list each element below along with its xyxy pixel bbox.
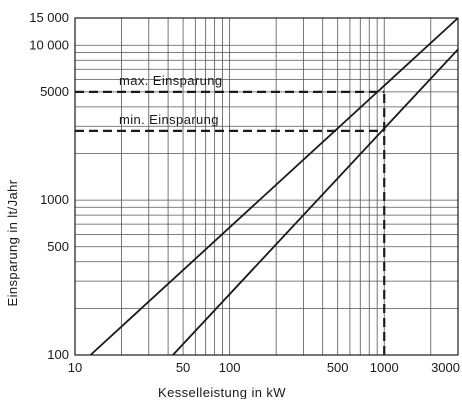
x-tick-label: 10: [68, 360, 82, 375]
y-axis-label: Einsparung in lt/Jahr: [5, 179, 20, 306]
plot-frame: [74, 17, 459, 356]
x-tick-label: 100: [219, 360, 241, 375]
series-line-2: [172, 48, 459, 356]
x-tick-label: 3000: [431, 360, 460, 375]
grid: [74, 17, 459, 356]
series-line-1: [89, 17, 459, 356]
y-tick-label: 15 000: [29, 10, 69, 25]
x-tick-label: 50: [176, 360, 190, 375]
annotation-label: max. Einsparung: [119, 73, 223, 88]
y-tick-label: 10 000: [29, 37, 69, 52]
x-tick-label: 1000: [370, 360, 399, 375]
y-tick-label: 500: [47, 239, 69, 254]
y-tick-label: 1000: [40, 192, 69, 207]
y-tick-label: 5000: [40, 84, 69, 99]
labels: 10 50 100 500 1000 3000 100 500 1000 5000 10 000 15…: [29, 10, 460, 375]
x-tick-label: 500: [327, 360, 349, 375]
axes: [74, 17, 459, 356]
x-axis-label: Kesselleistung in kW: [158, 385, 286, 399]
reference-lines: [75, 90, 386, 355]
y-tick-label: 100: [47, 347, 69, 362]
series-lines: [89, 17, 459, 356]
annotation-label: min. Einsparung: [119, 112, 219, 127]
